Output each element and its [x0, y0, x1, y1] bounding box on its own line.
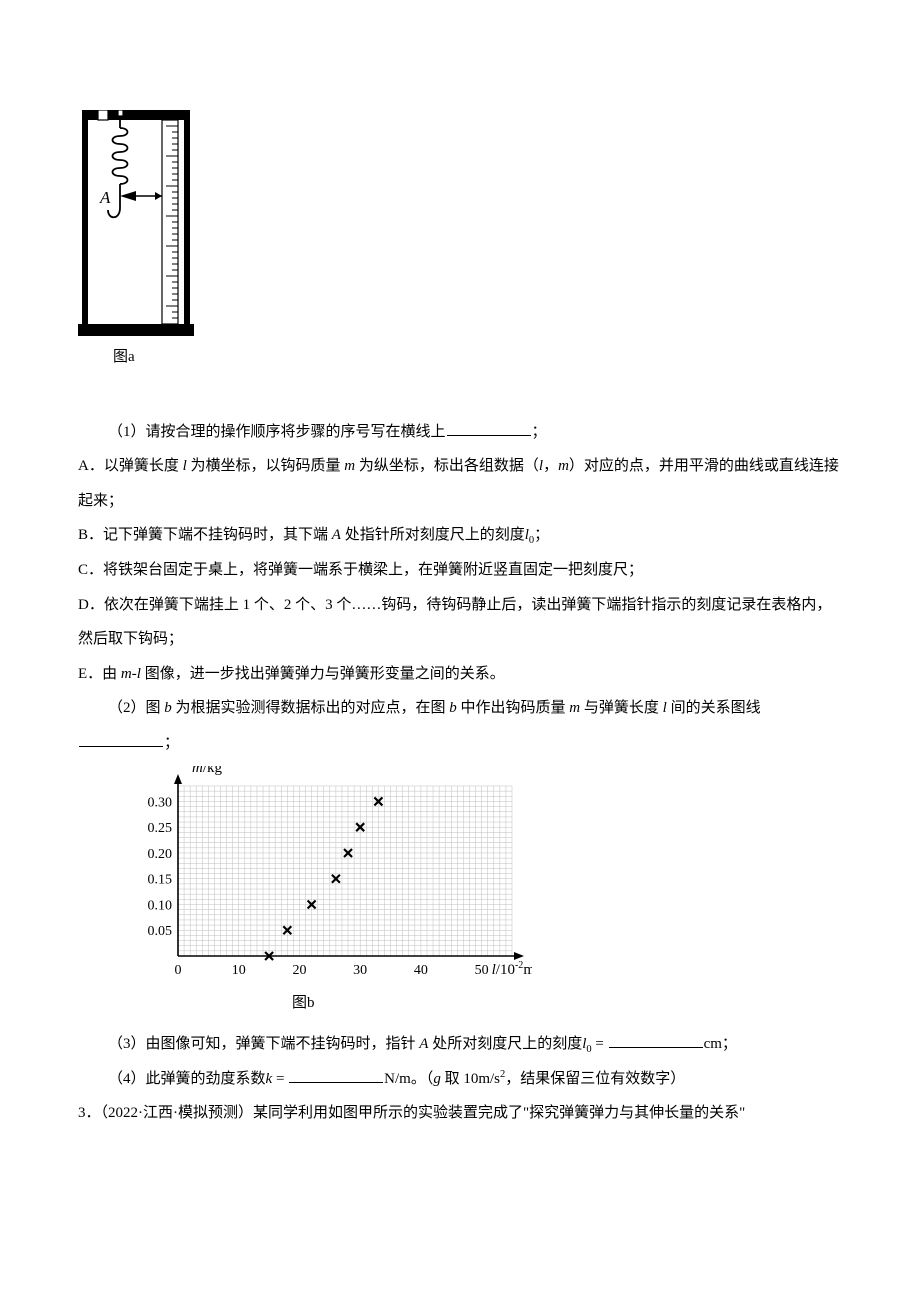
svg-text:0.30: 0.30 — [148, 796, 173, 811]
chart-b-svg: 0 10 20 30 40 50 0.05 0.10 0.15 0.20 0.25 0.30 m/kg l… — [122, 766, 532, 986]
svg-text:20: 20 — [292, 963, 306, 978]
q2-blank-line: ； — [78, 726, 842, 761]
svg-text:50: 50 — [475, 963, 489, 978]
option-d: D．依次在弹簧下端挂上 1 个、2 个、3 个……钩码，待钩码静止后，读出弹簧下… — [78, 588, 842, 657]
svg-text:0.05: 0.05 — [148, 924, 173, 939]
svg-text:10: 10 — [232, 963, 246, 978]
figure-a-caption: 图a — [113, 340, 842, 375]
svg-text:30: 30 — [353, 963, 367, 978]
q1-prefix: （1）请按合理的操作顺序将步骤的序号写在横线上 — [108, 424, 446, 440]
svg-text:0.10: 0.10 — [148, 899, 173, 914]
svg-text:A: A — [99, 188, 111, 207]
svg-text:0.15: 0.15 — [148, 873, 173, 888]
q2-suffix: ； — [164, 735, 179, 751]
svg-text:0.25: 0.25 — [148, 821, 173, 836]
q2-blank — [79, 732, 163, 747]
option-c: C．将铁架台固定于桌上，将弹簧一端系于横梁上，在弹簧附近竖直固定一把刻度尺； — [78, 553, 842, 588]
svg-text:0.20: 0.20 — [148, 847, 173, 862]
figure-b-caption: 图b — [292, 986, 842, 1021]
figure-b: 0 10 20 30 40 50 0.05 0.10 0.15 0.20 0.25 0.30 m/kg l… — [122, 766, 842, 1021]
svg-text:m/kg: m/kg — [192, 766, 223, 776]
svg-text:40: 40 — [414, 963, 428, 978]
figure-a: A 图a — [78, 110, 842, 375]
q3-suffix: cm； — [704, 1036, 737, 1052]
option-a: A．以弹簧长度 l 为横坐标，以钩码质量 m 为纵坐标，标出各组数据（l，m）对… — [78, 449, 842, 518]
option-e: E．由 m-l 图像，进一步找出弹簧弹力与弹簧形变量之间的关系。 — [78, 657, 842, 692]
q3-prompt: （3）由图像可知，弹簧下端不挂钩码时，指针 A 处所对刻度尺上的刻度l0 = c… — [78, 1027, 842, 1062]
q1-prompt: （1）请按合理的操作顺序将步骤的序号写在横线上 ； — [78, 415, 842, 450]
q3-blank — [609, 1033, 703, 1048]
q1-blank — [447, 421, 531, 436]
svg-text:l/10-2m: l/10-2m — [492, 960, 532, 978]
q4-prompt: （4）此弹簧的劲度系数k = N/m。（g 取 10m/s2，结果保留三位有效数… — [78, 1062, 842, 1097]
apparatus-diagram: A — [78, 110, 194, 338]
next-question: 3．（2022·江西·模拟预测）某同学利用如图甲所示的实验装置完成了"探究弹簧弹… — [78, 1096, 842, 1131]
svg-text:0: 0 — [175, 963, 182, 978]
q1-suffix: ； — [532, 424, 547, 440]
option-b: B．记下弹簧下端不挂钩码时，其下端 A 处指针所对刻度尺上的刻度l0； — [78, 518, 842, 553]
q4-blank — [289, 1068, 383, 1083]
q2-prompt: （2）图 b 为根据实验测得数据标出的对应点，在图 b 中作出钩码质量 m 与弹… — [78, 691, 842, 726]
